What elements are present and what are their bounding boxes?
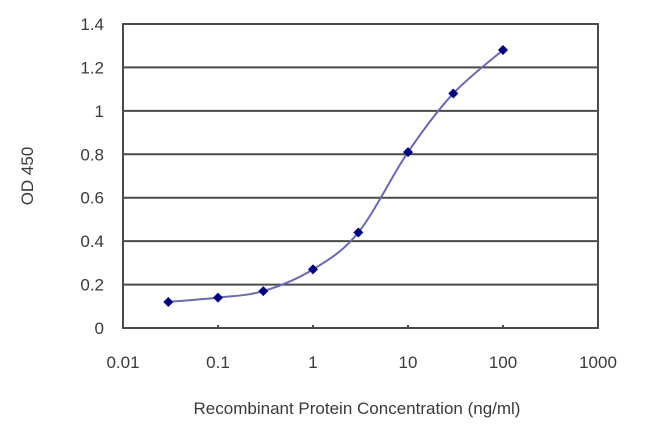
plot-frame	[122, 23, 599, 329]
y-tick-label: 0	[95, 319, 104, 338]
diamond-marker	[308, 264, 318, 275]
diamond-marker	[498, 45, 508, 56]
y-tick-label: 1	[95, 102, 104, 121]
horizontal-gridlines	[123, 23, 598, 286]
diamond-marker	[258, 286, 269, 297]
y-axis-tick-labels: 0 0.2 0.4 0.6 0.8 1 1.2 1.4	[80, 15, 104, 338]
diamond-marker	[213, 292, 223, 303]
diamond-marker	[163, 296, 174, 307]
plot-area-border	[122, 23, 599, 329]
x-axis-title: Recombinant Protein Concentration (ng/ml…	[194, 399, 521, 418]
x-tick-label: 1000	[579, 353, 617, 372]
y-tick-label: 0.6	[80, 189, 104, 208]
x-tick-label: 100	[489, 353, 517, 372]
y-tick-label: 1.4	[80, 15, 104, 34]
x-axis-ticks	[122, 325, 599, 328]
data-point-markers	[163, 45, 508, 307]
y-axis-title: OD 450	[18, 147, 37, 206]
diamond-marker	[403, 147, 413, 158]
y-tick-label: 0.4	[80, 232, 104, 251]
x-tick-label: 10	[399, 353, 418, 372]
diamond-marker	[448, 88, 459, 99]
x-tick-label: 0.01	[106, 353, 139, 372]
y-tick-label: 0.8	[80, 145, 104, 164]
y-tick-label: 1.2	[80, 58, 104, 77]
diamond-marker	[353, 227, 364, 238]
x-tick-label: 0.1	[206, 353, 230, 372]
x-tick-label: 1	[308, 353, 317, 372]
y-tick-label: 0.2	[80, 276, 104, 295]
x-axis-tick-labels: 0.01 0.1 1 10 100 1000	[106, 353, 616, 372]
series-line	[168, 49, 504, 303]
